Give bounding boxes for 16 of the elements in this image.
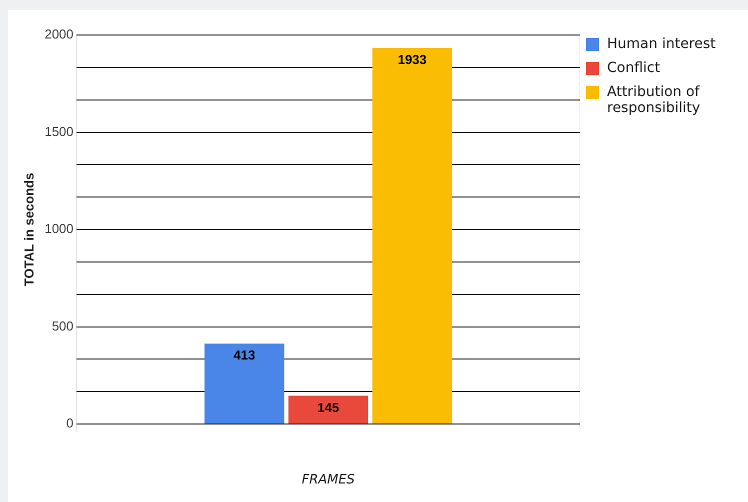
y-tick-label: 500 xyxy=(52,318,74,334)
y-axis-title: TOTAL in seconds xyxy=(21,172,36,286)
y-tick-label: 2000 xyxy=(44,26,74,42)
data-label: 1933 xyxy=(398,52,427,68)
bar xyxy=(204,344,284,424)
y-tick-label: 1000 xyxy=(44,221,74,236)
legend-label: Conflict xyxy=(607,60,660,76)
y-tick-label: 0 xyxy=(66,416,74,431)
data-label: 413 xyxy=(233,348,256,363)
y-tick-label: 1500 xyxy=(44,124,74,139)
bar xyxy=(288,396,368,424)
legend-label: Human interest xyxy=(607,36,716,52)
legend-label: Attribution of responsibility xyxy=(607,84,702,116)
x-axis-title: FRAMES xyxy=(302,472,355,488)
bar xyxy=(372,48,452,424)
data-label: 145 xyxy=(317,400,340,415)
